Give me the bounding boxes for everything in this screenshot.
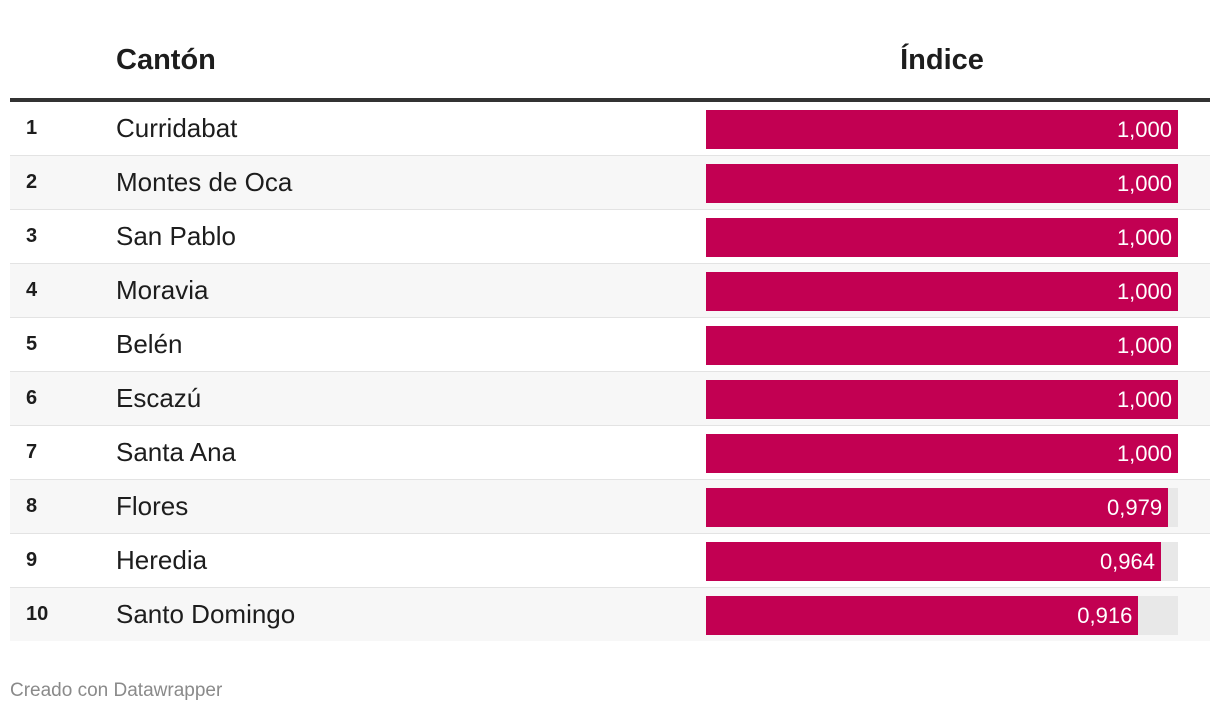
bar-track: 1,000	[706, 326, 1178, 365]
table-row: 8 Flores 0,979	[10, 480, 1210, 534]
table-header: Cantón Índice	[10, 0, 1210, 102]
bar-track: 0,916	[706, 596, 1178, 635]
table-row: 4 Moravia 1,000	[10, 264, 1210, 318]
index-bar: 1,000	[706, 326, 1178, 365]
row-canton-name: Heredia	[116, 545, 208, 575]
bar-value-label: 1,000	[1116, 441, 1172, 466]
bar-value-label: 1,000	[1116, 387, 1172, 412]
row-rank: 6	[26, 387, 38, 409]
bar-track: 1,000	[706, 110, 1178, 149]
table-row: 3 San Pablo 1,000	[10, 210, 1210, 264]
table-row: 9 Heredia 0,964	[10, 534, 1210, 588]
column-header-canton: Cantón	[116, 44, 216, 76]
data-table: Cantón Índice 1 Curridabat 1,000 2 Montes de…	[10, 0, 1210, 641]
row-rank: 9	[26, 549, 38, 571]
row-rank: 3	[26, 225, 38, 247]
index-bar: 1,000	[706, 164, 1178, 203]
table-row: 10 Santo Domingo 0,916	[10, 588, 1210, 641]
row-canton-name: Santo Domingo	[116, 599, 296, 629]
bar-track: 0,979	[706, 488, 1178, 527]
index-bar: 1,000	[706, 218, 1178, 257]
index-bar: 1,000	[706, 380, 1178, 419]
table-row: 6 Escazú 1,000	[10, 372, 1210, 426]
bar-track: 1,000	[706, 272, 1178, 311]
row-canton-name: Flores	[116, 491, 189, 521]
datawrapper-credit: Creado con Datawrapper	[10, 680, 223, 701]
row-canton-name: Montes de Oca	[116, 167, 293, 197]
row-rank: 8	[26, 495, 38, 517]
row-canton-name: Moravia	[116, 275, 209, 305]
row-rank: 5	[26, 333, 38, 355]
row-rank: 1	[26, 117, 38, 139]
table-body: 1 Curridabat 1,000 2 Montes de Oca 1,000 3 San …	[10, 102, 1210, 641]
bar-value-label: 1,000	[1116, 171, 1172, 196]
index-bar: 1,000	[706, 110, 1178, 149]
bar-value-label: 0,916	[1077, 603, 1133, 628]
row-canton-name: Curridabat	[116, 113, 238, 143]
bar-track: 1,000	[706, 218, 1178, 257]
bar-track: 1,000	[706, 164, 1178, 203]
bar-value-label: 1,000	[1116, 333, 1172, 358]
bar-track: 1,000	[706, 434, 1178, 473]
table-row: 5 Belén 1,000	[10, 318, 1210, 372]
bar-value-label: 0,964	[1099, 549, 1155, 574]
row-canton-name: Santa Ana	[116, 437, 236, 467]
bar-value-label: 1,000	[1116, 279, 1172, 304]
row-canton-name: San Pablo	[116, 221, 236, 251]
row-canton-name: Escazú	[116, 383, 202, 413]
bar-track: 1,000	[706, 380, 1178, 419]
index-bar: 0,916	[706, 596, 1139, 635]
bar-value-label: 1,000	[1116, 225, 1172, 250]
row-rank: 4	[26, 279, 38, 301]
table-row: 2 Montes de Oca 1,000	[10, 156, 1210, 210]
row-canton-name: Belén	[116, 329, 183, 359]
table-row: 7 Santa Ana 1,000	[10, 426, 1210, 480]
index-bar: 0,979	[706, 488, 1169, 527]
index-bar: 0,964	[706, 542, 1161, 581]
bar-value-label: 0,979	[1107, 495, 1163, 520]
index-bar: 1,000	[706, 272, 1178, 311]
row-rank: 2	[26, 171, 38, 193]
row-rank: 7	[26, 441, 38, 463]
bar-track: 0,964	[706, 542, 1178, 581]
row-rank: 10	[26, 603, 49, 625]
table-row: 1 Curridabat 1,000	[10, 102, 1210, 156]
index-bar: 1,000	[706, 434, 1178, 473]
bar-value-label: 1,000	[1116, 117, 1172, 142]
column-header-indice: Índice	[900, 44, 984, 76]
